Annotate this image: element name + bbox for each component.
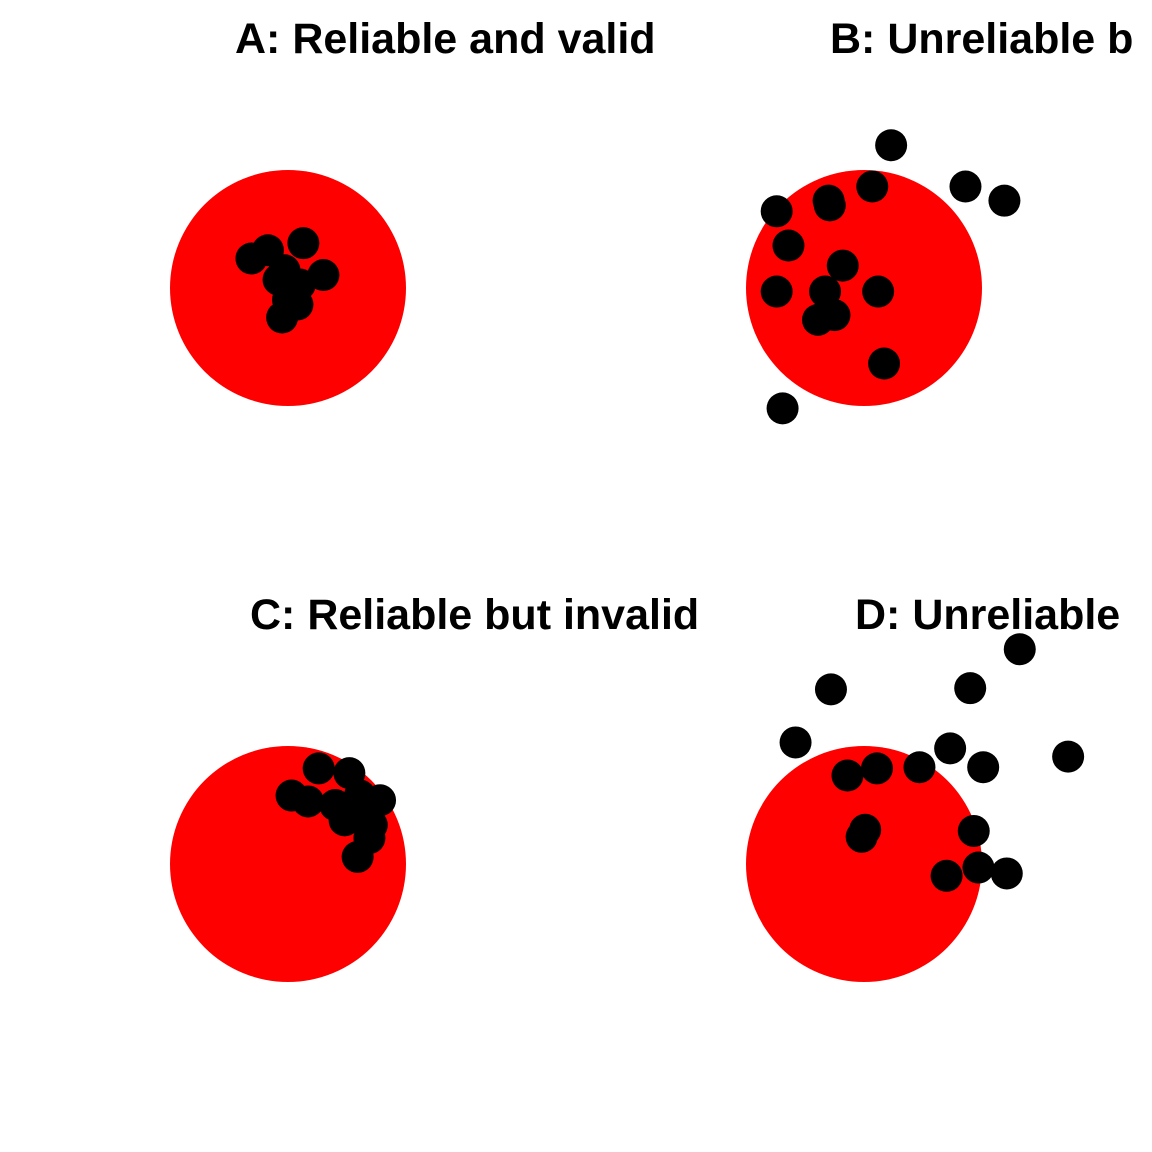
point [967, 751, 1000, 784]
point [957, 814, 990, 847]
point [1052, 740, 1085, 773]
point [760, 195, 793, 228]
panel-title: A: Reliable and valid [235, 15, 656, 63]
point [930, 859, 963, 892]
point [772, 229, 805, 262]
point [272, 283, 304, 316]
point [760, 275, 793, 308]
point [302, 752, 335, 785]
point [934, 732, 967, 765]
point [292, 785, 325, 818]
point [1003, 633, 1036, 666]
point [949, 170, 982, 203]
point [990, 857, 1023, 890]
point [779, 726, 812, 759]
panel-title: C: Reliable but invalid [250, 591, 699, 639]
target [746, 746, 982, 982]
panel-title: B: Unreliable b [830, 15, 1133, 63]
point [801, 303, 834, 336]
point [856, 170, 889, 203]
point [814, 673, 847, 706]
point [903, 751, 936, 784]
point [868, 347, 901, 380]
point [954, 672, 987, 705]
panel-title: D: Unreliable [855, 591, 1120, 639]
point [988, 184, 1021, 217]
point [845, 820, 878, 853]
point [831, 759, 864, 792]
point [813, 189, 846, 222]
point [826, 249, 859, 282]
point [962, 851, 995, 884]
point [875, 129, 908, 162]
point [341, 840, 374, 873]
point [766, 392, 799, 425]
point [343, 779, 376, 812]
point [860, 752, 893, 785]
point [287, 227, 320, 260]
point [862, 275, 895, 308]
